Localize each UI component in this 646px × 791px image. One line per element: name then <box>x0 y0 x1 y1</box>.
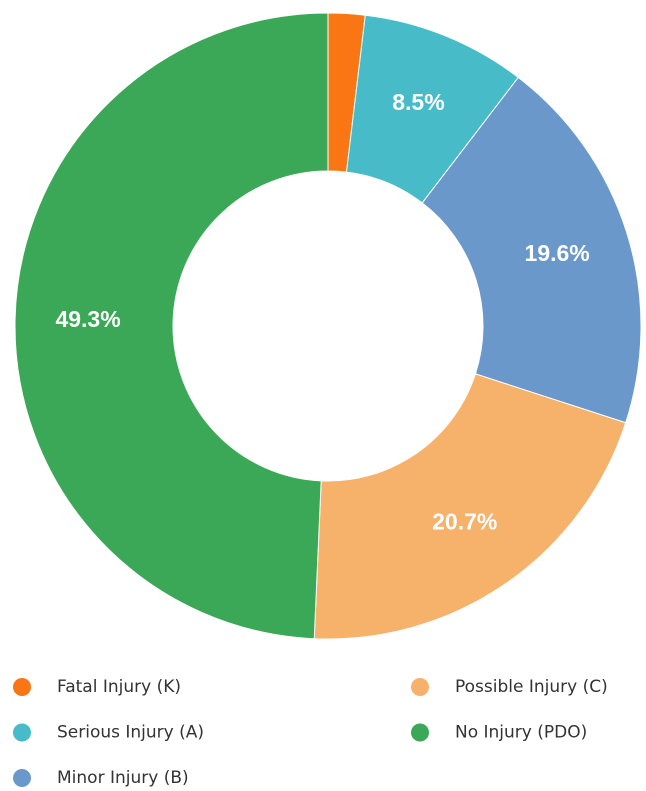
donut-slice <box>421 76 642 424</box>
legend-label: Serious Injury (A) <box>57 723 204 743</box>
legend-label: Minor Injury (B) <box>57 768 189 788</box>
legend-swatch <box>13 678 31 696</box>
donut-slice <box>313 373 627 640</box>
value-label: 8.5% <box>392 89 444 115</box>
legend-swatch <box>411 678 429 696</box>
donut-slice <box>14 12 329 640</box>
legend-label: No Injury (PDO) <box>455 723 587 743</box>
value-label: 20.7% <box>432 508 497 534</box>
legend-label: Possible Injury (C) <box>455 677 608 697</box>
value-label: 49.3% <box>55 306 120 332</box>
legend-label: Fatal Injury (K) <box>57 677 181 697</box>
legend-swatch <box>13 723 31 742</box>
legend-swatch <box>411 723 429 742</box>
legend-swatch <box>13 769 31 787</box>
value-label: 19.6% <box>525 240 590 266</box>
